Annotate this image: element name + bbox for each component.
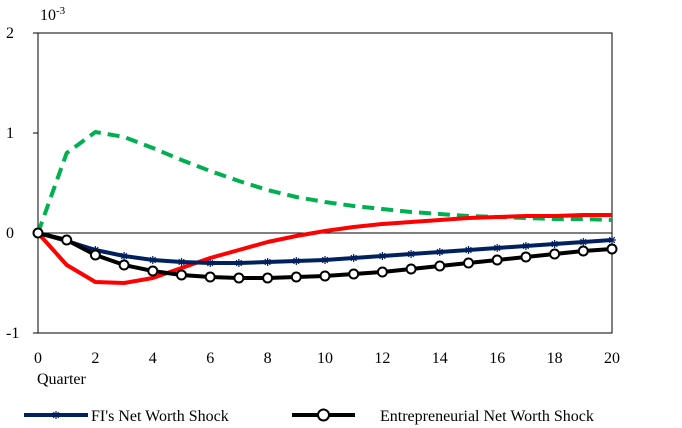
data-point-1 (89, 249, 101, 261)
data-point-1 (405, 263, 417, 275)
data-point-0 (206, 259, 215, 267)
data-point-1 (204, 271, 216, 283)
data-point-1 (290, 271, 302, 283)
data-point-1 (491, 254, 503, 266)
data-point-1 (348, 268, 360, 280)
data-point-0 (378, 252, 387, 260)
data-point-1 (176, 269, 187, 281)
data-point-1 (376, 266, 388, 278)
data-point-0 (349, 254, 358, 262)
series-lines (32, 130, 618, 285)
y-tick-label: -1 (6, 325, 19, 342)
data-point-1 (520, 251, 532, 263)
y-tick-label: 0 (6, 225, 14, 242)
data-point-0 (493, 244, 502, 252)
data-point-1 (233, 272, 245, 284)
data-point-0 (550, 240, 559, 248)
x-tick-label: 4 (149, 350, 157, 367)
x-axis-label: Quarter (37, 371, 87, 388)
y-axis: -1 0 1 2 (6, 25, 38, 342)
x-tick-label: 0 (34, 350, 42, 367)
x-tick-label: 20 (604, 350, 620, 367)
x-tick-label: 18 (547, 350, 563, 367)
data-point-0 (263, 258, 272, 266)
x-tick-label: 10 (317, 350, 333, 367)
y-tick-label: 1 (6, 125, 14, 142)
data-point-0 (292, 257, 301, 265)
data-point-1 (434, 260, 446, 272)
x-tick-label: 12 (374, 350, 390, 367)
data-point-1 (118, 259, 130, 271)
data-point-1 (319, 270, 331, 282)
series-line-2 (36, 213, 612, 285)
data-point-1 (61, 234, 73, 246)
x-tick-label: 14 (432, 350, 448, 367)
x-tick-label: 8 (264, 350, 272, 367)
y-tick-label: 2 (6, 25, 14, 42)
data-point-0 (579, 238, 588, 246)
legend-item-1: Entrepreneurial Net Worth Shock (292, 408, 594, 425)
data-point-0 (148, 256, 157, 264)
data-point-0 (464, 246, 473, 254)
data-point-0 (234, 259, 243, 267)
x-tick-label: 16 (489, 350, 505, 367)
data-point-1 (606, 243, 618, 255)
legend-label: FI's Net Worth Shock (91, 408, 229, 425)
data-point-1 (32, 227, 44, 239)
legend-label: Entrepreneurial Net Worth Shock (380, 408, 594, 425)
data-point-1 (262, 272, 274, 284)
data-point-0 (608, 236, 616, 244)
data-point-0 (321, 256, 329, 264)
data-point-0 (435, 248, 444, 256)
data-point-1 (549, 248, 561, 260)
x-tick-label: 2 (91, 350, 99, 367)
data-point-0 (120, 252, 129, 260)
scale-label: 10-3 (40, 5, 66, 24)
data-point-0 (177, 258, 186, 266)
plot-area-border (37, 32, 613, 334)
x-axis: 0 2 4 6 8 10 12 14 16 18 20 (34, 350, 620, 367)
data-point-1 (463, 257, 474, 269)
data-point-1 (147, 265, 159, 277)
data-point-1 (577, 245, 589, 257)
x-tick-label: 6 (206, 350, 214, 367)
legend-item-0: FI's Net Worth Shock (24, 408, 229, 425)
data-point-0 (521, 242, 530, 250)
legend: FI's Net Worth Shock Entrepreneurial Net … (24, 408, 594, 425)
data-point-0 (407, 250, 416, 258)
